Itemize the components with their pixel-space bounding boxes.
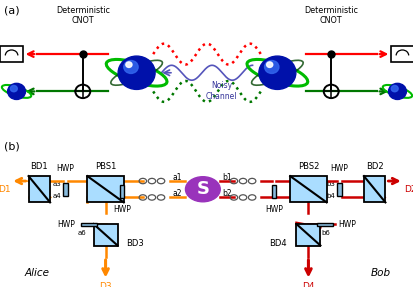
Text: b6: b6 xyxy=(321,230,330,236)
Text: D3: D3 xyxy=(99,282,112,287)
FancyBboxPatch shape xyxy=(120,185,124,198)
Circle shape xyxy=(264,61,278,73)
Circle shape xyxy=(387,83,406,100)
FancyBboxPatch shape xyxy=(0,46,23,63)
FancyBboxPatch shape xyxy=(63,183,68,196)
Text: BD1: BD1 xyxy=(31,162,48,171)
Text: Deterministic
CNOT: Deterministic CNOT xyxy=(56,5,109,25)
Circle shape xyxy=(123,61,138,73)
Text: HWP: HWP xyxy=(56,164,74,173)
Text: BD3: BD3 xyxy=(126,239,144,248)
Text: (a): (a) xyxy=(4,5,20,15)
FancyBboxPatch shape xyxy=(81,223,97,226)
Text: Noisy
Channel: Noisy Channel xyxy=(205,81,237,101)
FancyBboxPatch shape xyxy=(271,185,276,198)
Text: D2: D2 xyxy=(403,185,413,194)
Circle shape xyxy=(258,56,295,90)
Text: b4: b4 xyxy=(326,193,335,199)
Text: b1: b1 xyxy=(222,173,231,182)
Circle shape xyxy=(118,56,155,90)
Text: S: S xyxy=(196,180,209,198)
Circle shape xyxy=(10,86,17,92)
FancyBboxPatch shape xyxy=(296,224,320,245)
FancyBboxPatch shape xyxy=(28,176,50,202)
Circle shape xyxy=(7,83,26,100)
Text: BD4: BD4 xyxy=(268,239,286,248)
Text: a1: a1 xyxy=(172,173,181,182)
Text: a2: a2 xyxy=(172,189,181,198)
Text: BD2: BD2 xyxy=(365,162,382,171)
Text: PBS1: PBS1 xyxy=(95,162,116,171)
Text: Bob: Bob xyxy=(370,268,390,278)
Circle shape xyxy=(126,62,132,67)
Text: Alice: Alice xyxy=(25,268,50,278)
Circle shape xyxy=(266,62,272,67)
Text: a5: a5 xyxy=(100,230,108,236)
Text: PBS2: PBS2 xyxy=(297,162,318,171)
Text: b2: b2 xyxy=(222,189,231,198)
Text: D1: D1 xyxy=(0,185,10,194)
FancyBboxPatch shape xyxy=(336,183,341,196)
Text: b3: b3 xyxy=(326,181,335,187)
FancyBboxPatch shape xyxy=(363,176,385,202)
FancyBboxPatch shape xyxy=(390,46,413,63)
Text: a3: a3 xyxy=(52,181,61,187)
Text: HWP: HWP xyxy=(113,205,131,214)
FancyBboxPatch shape xyxy=(316,223,332,226)
Circle shape xyxy=(185,177,220,202)
FancyBboxPatch shape xyxy=(290,176,326,202)
Text: (b): (b) xyxy=(4,141,20,151)
Circle shape xyxy=(390,86,397,92)
Text: HWP: HWP xyxy=(338,220,356,229)
Text: HWP: HWP xyxy=(330,164,348,173)
FancyBboxPatch shape xyxy=(93,224,117,245)
Text: Deterministic
CNOT: Deterministic CNOT xyxy=(304,5,357,25)
FancyBboxPatch shape xyxy=(87,176,123,202)
Text: HWP: HWP xyxy=(264,205,282,214)
Text: HWP: HWP xyxy=(57,220,75,229)
Text: a6: a6 xyxy=(77,230,86,236)
Text: a4: a4 xyxy=(52,193,61,199)
Text: D4: D4 xyxy=(301,282,314,287)
Text: b5: b5 xyxy=(302,230,311,236)
